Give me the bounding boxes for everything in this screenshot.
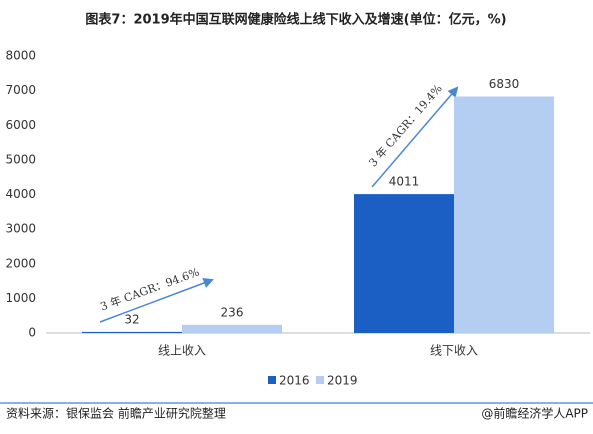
bar [454,96,554,333]
bar [354,194,454,333]
annotation: 3 年 CAGR：19.4% [366,81,445,169]
legend-label: 2016 [279,374,310,388]
y-tick-label: 1000 [5,291,36,305]
y-tick-label: 4000 [5,187,36,201]
y-tick-label: 2000 [5,256,36,270]
source: 资料来源：银保监会 前瞻产业研究院整理 [6,406,226,421]
y-tick-label: 6000 [5,118,36,132]
arrow [99,278,214,323]
bar [182,324,282,333]
x-tick-label: 线上收入 [158,344,206,358]
value-label: 6830 [489,77,520,91]
y-tick-label: 8000 [5,49,36,63]
bar [82,331,182,333]
legend-swatch [268,376,276,384]
annotation: 3 年 CAGR：94.6% [98,265,201,314]
arrow [371,86,459,188]
legend-label: 2019 [327,374,358,388]
footer: @前瞻经济学人APP [481,406,588,421]
x-tick-label: 线下收入 [430,344,478,358]
value-label: 32 [124,312,139,326]
value-label: 4011 [389,175,420,189]
y-tick-label: 0 [28,326,36,340]
y-tick-label: 5000 [5,152,36,166]
legend-swatch [316,376,324,384]
y-tick-label: 3000 [5,222,36,236]
y-tick-label: 7000 [5,83,36,97]
chart-title: 图表7：2019年中国互联网健康险线上线下收入及增速(单位：亿元，%) [85,12,506,28]
value-label: 236 [221,305,244,319]
